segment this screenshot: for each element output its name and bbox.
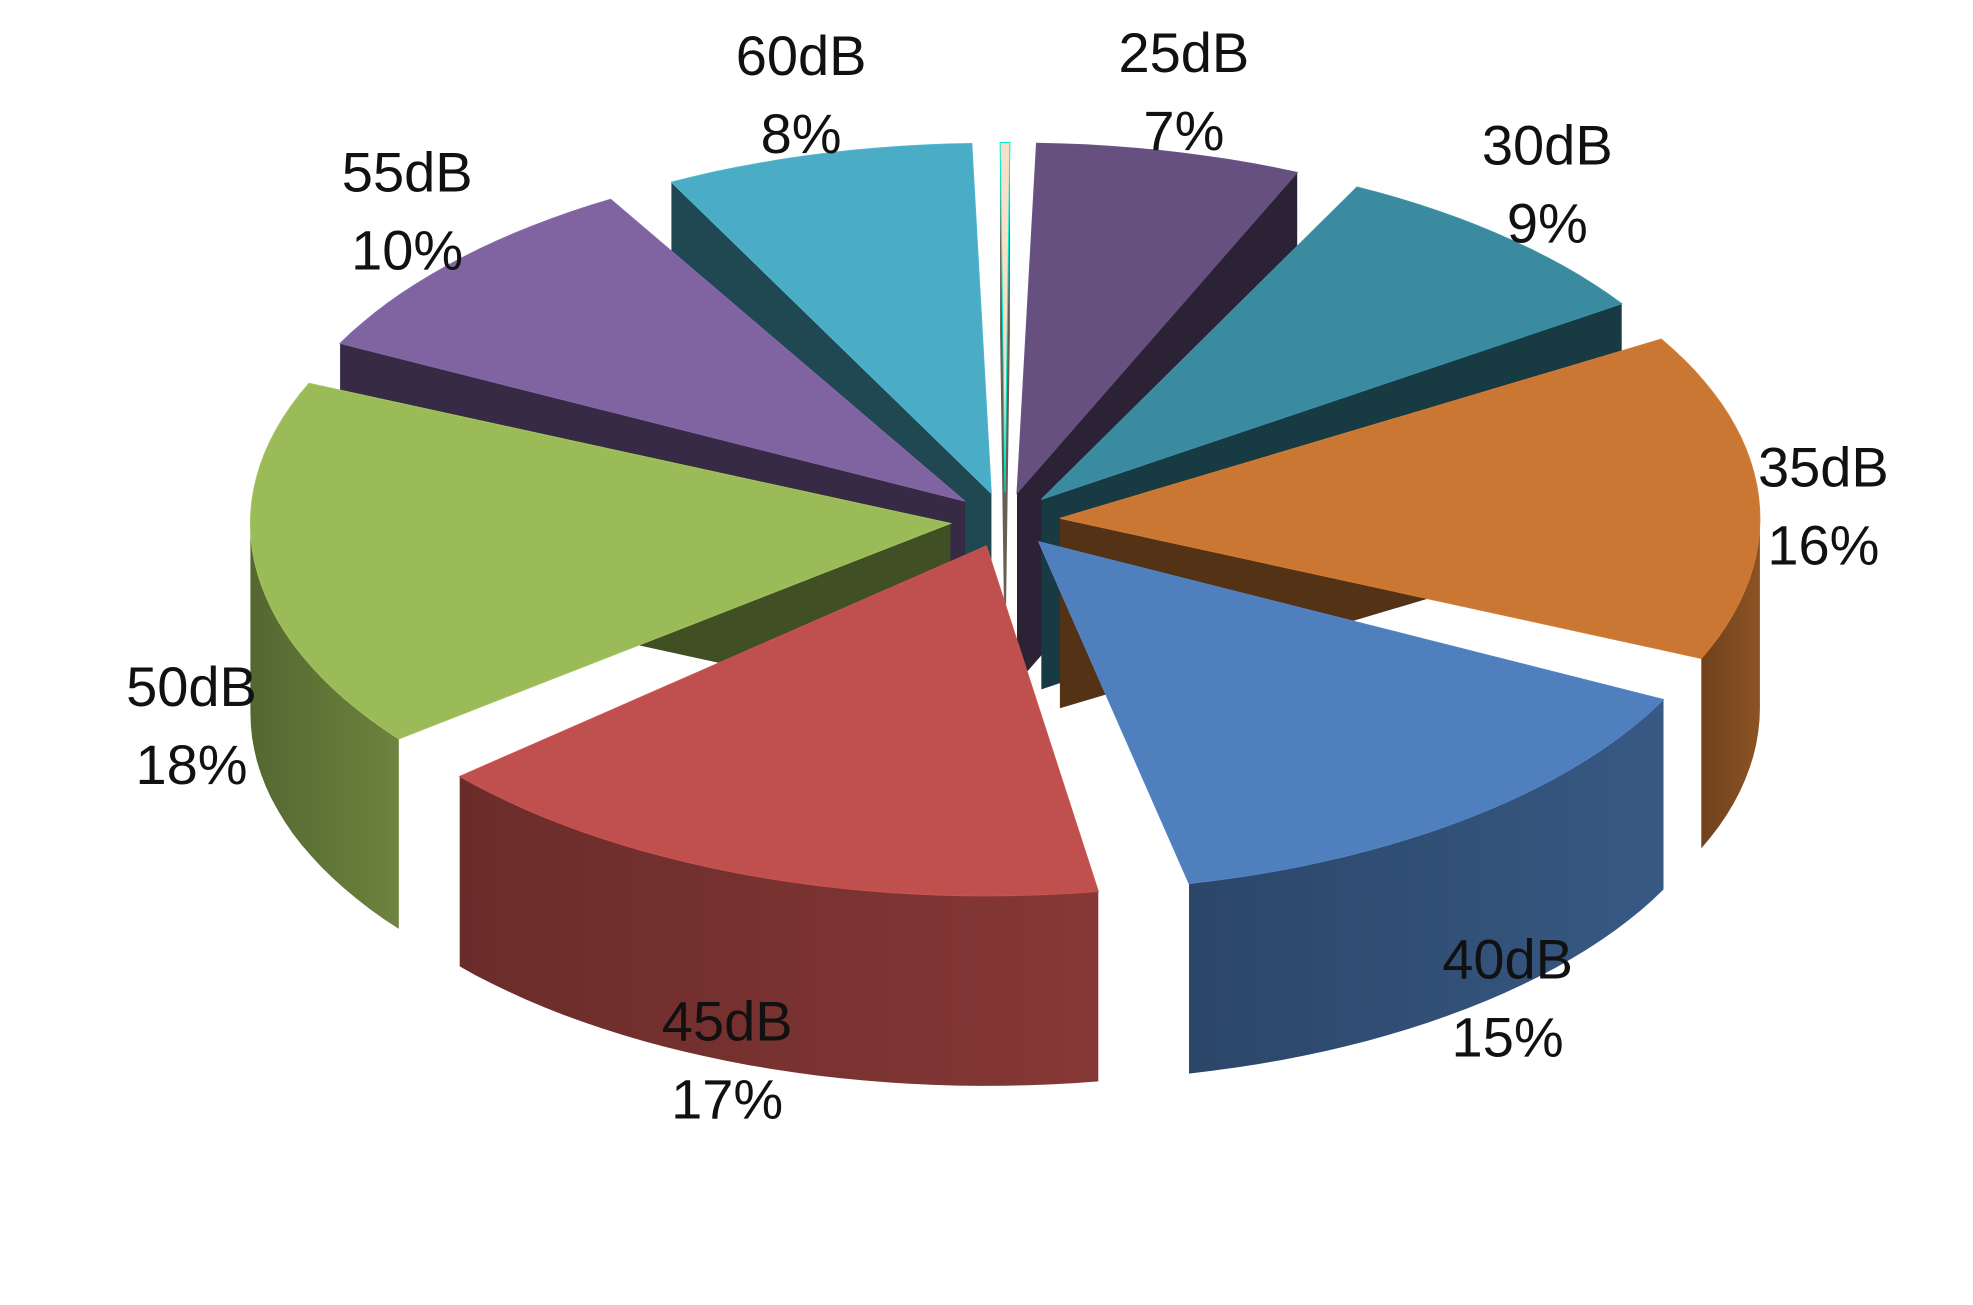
pie-slice-3	[1037, 540, 1665, 1074]
slice-percent-label: 15%	[1452, 1006, 1564, 1069]
pie-slice-5	[249, 382, 953, 929]
slice-category-label: 50dB	[126, 655, 257, 718]
slice-percent-label: 8%	[761, 102, 842, 165]
slice-category-label: 45dB	[662, 989, 793, 1052]
labels-group: 25dB 7% 30dB 9% 35dB 16% 40dB 15% 45dB 17% 50dB 18%…	[126, 21, 1889, 1130]
slice-category-label: 30dB	[1482, 114, 1613, 177]
slice-category-label: 60dB	[736, 24, 867, 87]
slice-percent-label: 7%	[1143, 99, 1224, 162]
pie-slice-outer-wall	[1189, 699, 1664, 1074]
slice-category-label: 25dB	[1119, 21, 1250, 84]
pie-slice-top	[1059, 338, 1761, 659]
slice-percent-label: 17%	[671, 1067, 783, 1130]
slice-percent-label: 9%	[1507, 192, 1588, 255]
pie-slice-outer-wall	[459, 776, 1099, 1086]
slice-category-label: 55dB	[342, 140, 473, 203]
pie-slice-outer-wall	[1701, 518, 1760, 849]
pie-slice-top	[670, 142, 992, 495]
pie-slice-top	[1016, 142, 1299, 495]
pie-slice-top	[1037, 540, 1665, 885]
slice-percent-label: 18%	[135, 733, 247, 796]
pie-slice-4	[458, 545, 1099, 1086]
slice-percent-label: 10%	[351, 218, 463, 281]
pie-slice-top	[458, 545, 1099, 897]
pie-slice-side-end	[1005, 142, 1010, 683]
slice-category-label: 35dB	[1758, 435, 1889, 498]
pie-slice-top	[249, 382, 953, 740]
slice-category-label: 40dB	[1442, 928, 1573, 991]
slice-percent-label: 16%	[1767, 513, 1879, 576]
pie-slice-8	[999, 142, 1011, 683]
slices-group	[249, 142, 1761, 1086]
pie-slice-outer-wall	[250, 523, 399, 929]
pie-slice-top	[999, 142, 1011, 493]
pie-slice-side-start	[1000, 142, 1005, 683]
pie-slice-top	[339, 198, 966, 502]
pie-slice-top	[1041, 186, 1623, 500]
